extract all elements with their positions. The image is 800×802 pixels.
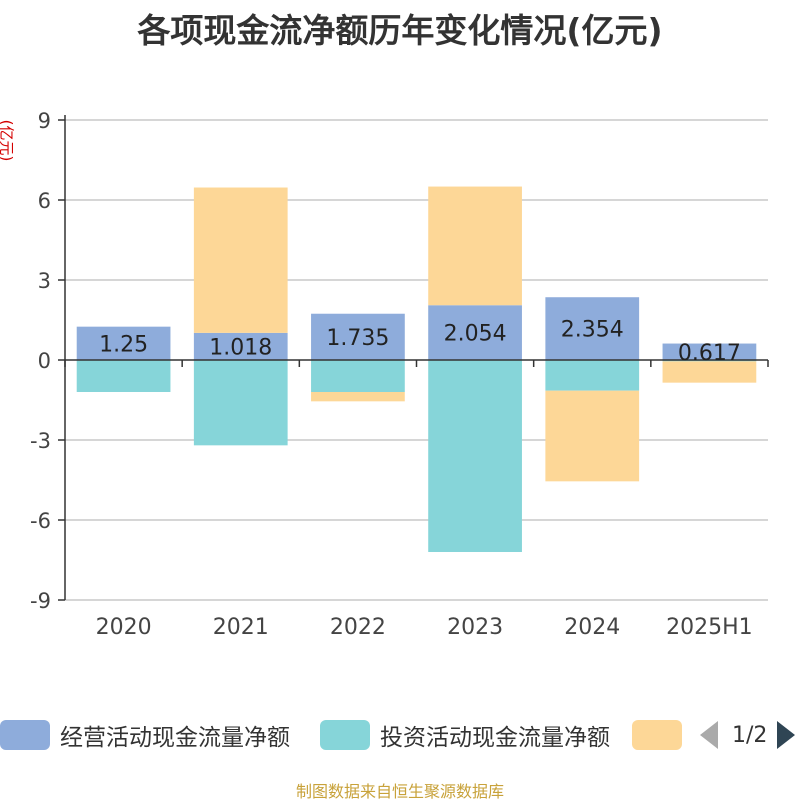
x-tick-label: 2023 (447, 615, 503, 640)
y-tick-label: 9 (38, 109, 51, 133)
bar-investing-2021[interactable] (193, 360, 288, 446)
bar-operating-2023[interactable] (428, 305, 522, 360)
bar-operating-2020[interactable] (76, 326, 171, 360)
legend-label-operating: 经营活动现金流量净额 (60, 725, 290, 751)
legend-swatch-investing (320, 720, 370, 750)
bar-operating-2025H1[interactable] (662, 343, 757, 360)
x-tick-label: 2021 (213, 615, 269, 640)
data-label: 2.054 (444, 322, 507, 347)
bar-financing-2021[interactable] (193, 187, 288, 333)
y-tick-label: -3 (30, 429, 51, 453)
data-source-note: 制图数据来自恒生聚源数据库 (295, 782, 504, 801)
data-label: 1.25 (99, 332, 148, 357)
bar-investing-2024[interactable] (545, 360, 640, 391)
legend-pager: 1/2 (700, 715, 796, 755)
bar-investing-2020[interactable] (76, 360, 171, 392)
chart-plot: 9 6 3 0 -3 -6 -9 2020 2021 2022 2023 2024 2025H1 1.2… (30, 109, 769, 640)
legend-item-operating[interactable]: 经营活动现金流量净额 (0, 715, 290, 755)
bar-investing-2022[interactable] (311, 360, 405, 392)
legend-item-investing[interactable]: 投资活动现金流量净额 (320, 715, 610, 755)
legend-next-icon[interactable] (777, 721, 796, 749)
x-tick-label: 2024 (564, 615, 620, 640)
y-tick-label: -6 (30, 509, 51, 533)
y-tick-label: 0 (38, 349, 51, 373)
x-tick-label: 2025H1 (666, 615, 753, 640)
legend-prev-icon[interactable] (700, 721, 718, 749)
data-label: 1.735 (326, 326, 389, 351)
y-tick-label: 3 (38, 269, 51, 293)
legend-swatch-financing (632, 720, 682, 750)
bar-investing-2023[interactable] (428, 360, 522, 552)
bar-operating-2022[interactable] (311, 313, 405, 360)
legend-swatch-operating (0, 720, 50, 750)
x-tick-label: 2022 (330, 615, 386, 640)
y-tick-label: -9 (30, 589, 51, 613)
bar-financing-2025H1[interactable] (662, 361, 757, 383)
data-label: 1.018 (209, 335, 272, 360)
data-label: 0.617 (678, 341, 741, 366)
legend-page-indicator: 1/2 (732, 722, 768, 748)
bar-operating-2021[interactable] (193, 332, 288, 360)
legend-item-financing[interactable] (632, 715, 682, 755)
y-tick-label: 6 (38, 189, 51, 213)
bar-financing-2023[interactable] (428, 186, 522, 306)
bar-financing-2022[interactable] (311, 392, 405, 402)
bar-financing-2024[interactable] (545, 390, 640, 482)
bar-operating-2024[interactable] (545, 297, 640, 360)
chart-title: 各项现金流净额历年变化情况(亿元) (137, 11, 663, 50)
legend: 经营活动现金流量净额 投资活动现金流量净额 1/2 (0, 715, 800, 755)
data-label: 2.354 (561, 318, 624, 343)
legend-label-investing: 投资活动现金流量净额 (380, 725, 610, 751)
x-tick-label: 2020 (96, 615, 152, 640)
